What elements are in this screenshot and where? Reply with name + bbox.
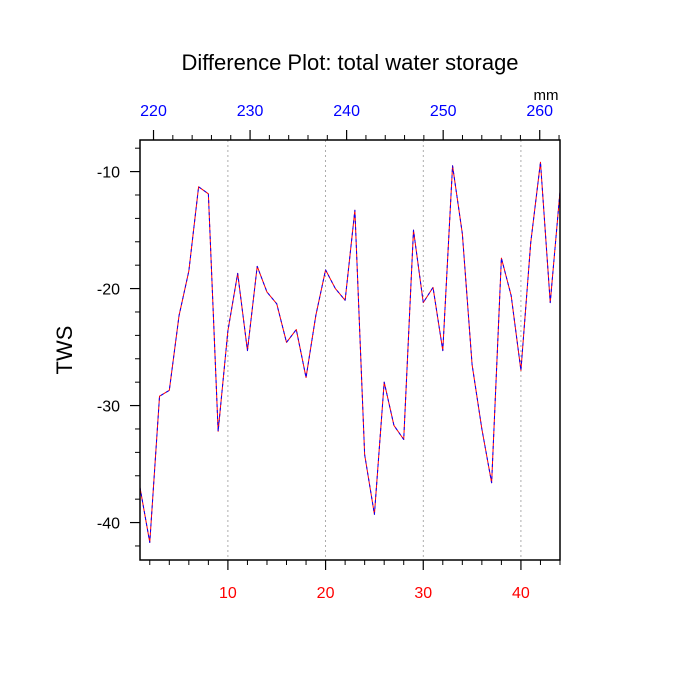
grid-lines (227, 140, 522, 560)
data-series (139, 161, 561, 543)
top-tick-label: 250 (430, 103, 457, 120)
y-tick-label: -10 (97, 165, 120, 182)
top-tick-label: 230 (237, 103, 264, 120)
y-tick-label: -20 (97, 282, 120, 299)
y-axis-label: TWS (52, 326, 77, 375)
x-tick-label: 20 (317, 585, 335, 602)
series-line-series_b (139, 161, 561, 543)
top-tick-label: 260 (526, 103, 553, 120)
x-tick-label: 30 (414, 585, 432, 602)
top-tick-label: 240 (333, 103, 360, 120)
y-tick-label: -30 (97, 399, 120, 416)
axis-ticks: -10 -20 -30 -40 10 20 30 40 220 230 240 250 260 (97, 103, 561, 602)
x-tick-label: 10 (219, 585, 237, 602)
plot-frame (139, 139, 561, 561)
top-axis-units-label: mm (534, 87, 559, 104)
series-line-series_a (139, 161, 561, 543)
y-tick-label: -40 (97, 516, 120, 533)
x-tick-label: 40 (512, 585, 530, 602)
chart-title: Difference Plot: total water storage (181, 50, 518, 75)
top-tick-label: 220 (140, 103, 167, 120)
